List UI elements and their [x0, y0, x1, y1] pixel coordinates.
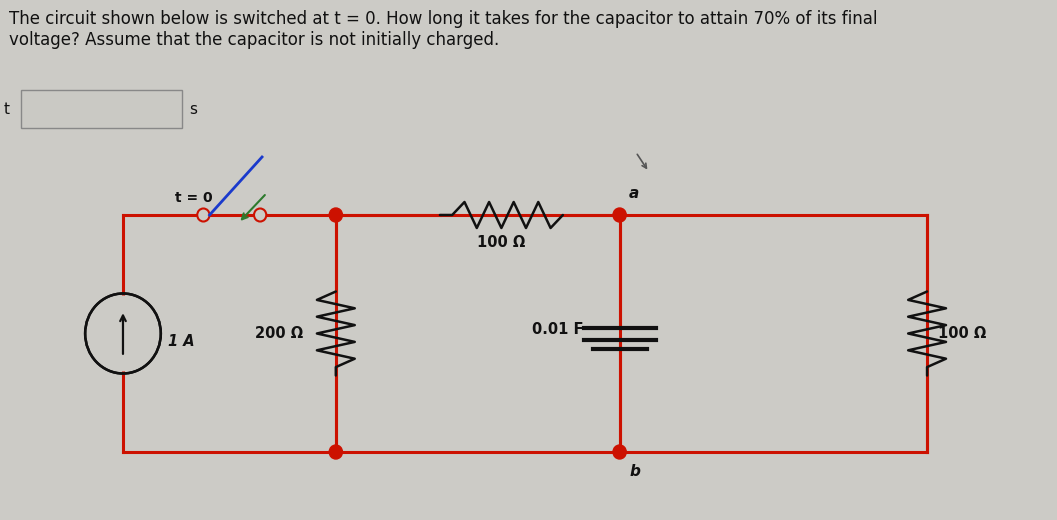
Circle shape — [198, 209, 209, 222]
Text: 0.01 F: 0.01 F — [532, 322, 583, 337]
Text: 100 Ω: 100 Ω — [478, 235, 525, 250]
Text: 100 Ω: 100 Ω — [939, 326, 986, 341]
Circle shape — [613, 208, 626, 222]
Text: s: s — [189, 101, 198, 116]
Circle shape — [329, 445, 342, 459]
Circle shape — [613, 445, 626, 459]
Circle shape — [254, 209, 266, 222]
Bar — [21, 90, 182, 128]
Circle shape — [87, 295, 159, 371]
Text: b: b — [629, 464, 639, 479]
Text: t = 0: t = 0 — [175, 191, 212, 205]
Text: The circuit shown below is switched at t = 0. How long it takes for the capacito: The circuit shown below is switched at t… — [10, 10, 878, 49]
Text: t: t — [3, 101, 10, 116]
Text: 200 Ω: 200 Ω — [256, 326, 303, 341]
Text: a: a — [629, 186, 639, 201]
Text: 1 A: 1 A — [168, 334, 194, 349]
Circle shape — [329, 208, 342, 222]
